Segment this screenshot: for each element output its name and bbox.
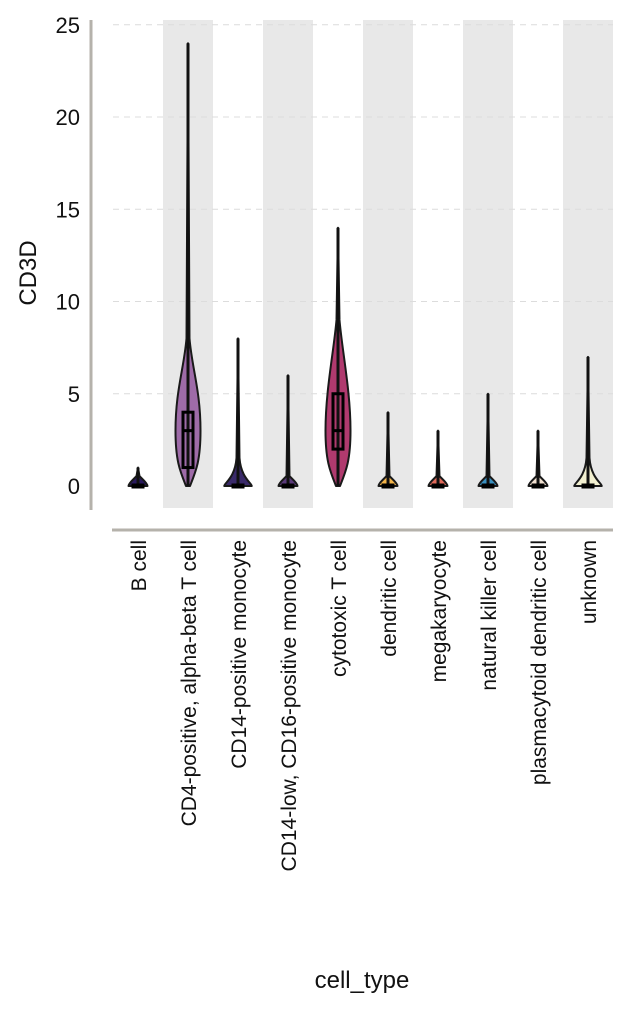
axes xyxy=(89,20,613,532)
x-tick-label: CD14-low, CD16-positive monocyte xyxy=(278,540,301,871)
violin xyxy=(477,392,499,489)
x-tick-label: CD14-positive monocyte xyxy=(228,540,251,769)
y-tick-label: 15 xyxy=(56,197,80,222)
violin xyxy=(527,429,549,489)
iqr-box xyxy=(331,392,345,451)
x-ticks: B cell CD4-positive, alpha-beta T cell CD1… xyxy=(128,540,601,871)
violin xyxy=(573,355,603,489)
violins xyxy=(127,42,603,489)
y-ticks: 0 5 10 15 20 25 xyxy=(56,13,80,499)
iqr-box xyxy=(181,410,195,470)
y-tick-label: 5 xyxy=(68,382,80,407)
y-tick-label: 20 xyxy=(56,105,80,130)
y-tick-label: 10 xyxy=(56,290,80,315)
x-tick-label: plasmacytoid dendritic cell xyxy=(528,540,551,785)
y-axis-title: CD3D xyxy=(15,240,42,305)
x-tick-label: cytotoxic T cell xyxy=(328,540,351,677)
x-tick-label: B cell xyxy=(128,540,151,591)
violin xyxy=(377,411,399,489)
y-tick-label: 0 xyxy=(68,474,80,499)
violin xyxy=(277,374,299,489)
violin xyxy=(427,429,449,489)
x-tick-label: unknown xyxy=(578,540,601,624)
violin xyxy=(127,466,149,489)
violin xyxy=(174,42,202,487)
x-axis-title: cell_type xyxy=(315,967,410,994)
violin xyxy=(324,226,352,487)
violin xyxy=(223,337,253,489)
y-tick-label: 25 xyxy=(56,13,80,38)
x-tick-label: dendritic cell xyxy=(378,540,401,657)
x-tick-label: megakaryocyte xyxy=(428,540,451,682)
x-tick-label: CD4-positive, alpha-beta T cell xyxy=(178,540,201,826)
x-tick-label: natural killer cell xyxy=(478,540,501,691)
